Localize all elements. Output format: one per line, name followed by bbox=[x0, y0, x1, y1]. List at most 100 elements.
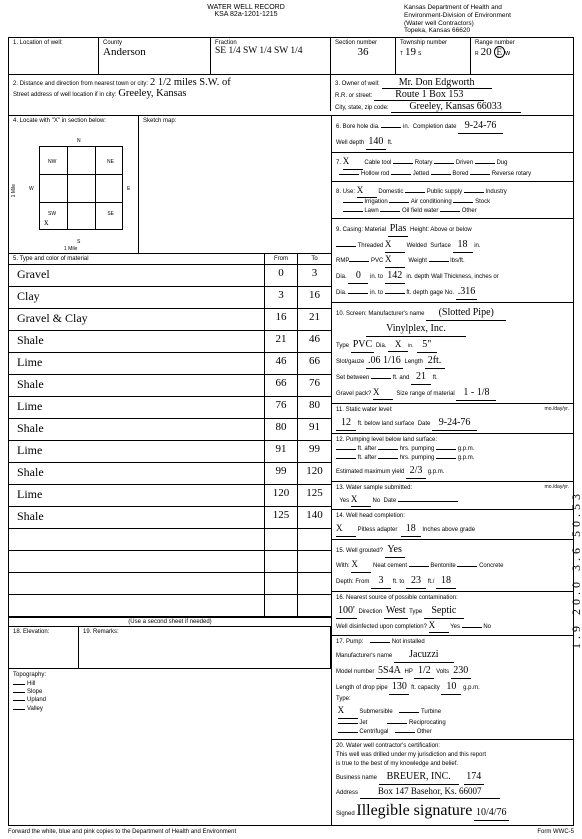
sketch-label: Sketch map: bbox=[139, 116, 331, 126]
sec7: 7. X Cable tool Rotary Driven Dug Hollow… bbox=[332, 153, 573, 182]
material-to: 21 bbox=[298, 309, 331, 330]
material-from: 16 bbox=[265, 309, 298, 330]
csz-value: Greeley, Kansas 66033 bbox=[391, 101, 521, 113]
sec4-label: 4. Locate with "X" in section below: bbox=[13, 118, 134, 124]
material-to bbox=[298, 573, 331, 594]
dept-line-3: Topeka, Kansas 66620 bbox=[404, 27, 574, 35]
sec8: 8. Use: X Domestic Public supply Industr… bbox=[332, 182, 573, 220]
fraction-value: SE 1/4 SW 1/4 SW 1/4 bbox=[215, 46, 326, 56]
material-to: 76 bbox=[298, 375, 331, 396]
material-row: Shale125140 bbox=[9, 507, 331, 529]
sec17: 17. Pump: Not installed Manufacturer's n… bbox=[332, 636, 573, 740]
material-row: Lime7680 bbox=[9, 397, 331, 419]
material-from: 3 bbox=[265, 287, 298, 308]
material-from bbox=[265, 573, 298, 594]
material-to: 3 bbox=[298, 265, 331, 286]
material-row: Lime9199 bbox=[9, 441, 331, 463]
sec6: 6. Bore hole dia. in. Completion date 9-… bbox=[332, 116, 573, 153]
material-from: 80 bbox=[265, 419, 298, 440]
form-grid: 1. Location of well: County Anderson Fra… bbox=[8, 37, 574, 826]
county-value: Anderson bbox=[103, 46, 206, 58]
material-name: Shale bbox=[9, 463, 265, 484]
material-name bbox=[9, 529, 265, 550]
margin-handwriting: 1.9 20.0 3.6 50.53 bbox=[569, 490, 582, 649]
topography: Topography: Hill Slope Upland Valley bbox=[9, 668, 331, 715]
material-from: 46 bbox=[265, 353, 298, 374]
material-from: 76 bbox=[265, 397, 298, 418]
owner-value: Mr. Don Edgworth bbox=[382, 77, 492, 89]
material-from bbox=[265, 529, 298, 550]
material-to bbox=[298, 595, 331, 616]
material-to: 140 bbox=[298, 507, 331, 528]
material-name: Shale bbox=[9, 419, 265, 440]
material-to: 91 bbox=[298, 419, 331, 440]
material-from: 0 bbox=[265, 265, 298, 286]
material-row bbox=[9, 551, 331, 573]
material-from: 120 bbox=[265, 485, 298, 506]
material-to bbox=[298, 551, 331, 572]
sec1-location: 1. Location of well: bbox=[9, 38, 99, 74]
material-name: Lime bbox=[9, 353, 265, 374]
material-name bbox=[9, 595, 265, 616]
material-name: Shale bbox=[9, 331, 265, 352]
dept-line-0: Kansas Department of Health and bbox=[404, 4, 574, 12]
material-row: Shale99120 bbox=[9, 463, 331, 485]
material-row: Lime4666 bbox=[9, 353, 331, 375]
material-to: 120 bbox=[298, 463, 331, 484]
material-row: Lime120125 bbox=[9, 485, 331, 507]
footer-note: Forward the white, blue and pink copies … bbox=[8, 829, 236, 835]
material-row bbox=[9, 529, 331, 551]
material-name bbox=[9, 573, 265, 594]
material-row: Gravel03 bbox=[9, 265, 331, 287]
sec20: 20. Water well contractor's certificatio… bbox=[332, 740, 573, 826]
form-title: WATER WELL RECORD bbox=[88, 4, 404, 11]
street-value: Greeley, Kansas bbox=[118, 88, 186, 99]
material-row bbox=[9, 573, 331, 595]
range-value: 20 bbox=[481, 46, 492, 58]
material-name: Shale bbox=[9, 507, 265, 528]
sec18-elevation: 18. Elevation: bbox=[9, 627, 79, 668]
dept-line-1: Environment-Division of Environment bbox=[404, 12, 574, 20]
material-from bbox=[265, 595, 298, 616]
material-from: 99 bbox=[265, 463, 298, 484]
material-name: Lime bbox=[9, 485, 265, 506]
material-row: Clay316 bbox=[9, 287, 331, 309]
signature: Illegible signature bbox=[356, 802, 472, 819]
material-to: 80 bbox=[298, 397, 331, 418]
material-name: Shale bbox=[9, 375, 265, 396]
material-row: Shale6676 bbox=[9, 375, 331, 397]
material-name: Lime bbox=[9, 397, 265, 418]
material-from: 66 bbox=[265, 375, 298, 396]
material-from: 125 bbox=[265, 507, 298, 528]
sec2-label: 2. Distance and direction from nearest t… bbox=[13, 81, 148, 87]
material-row: Gravel & Clay1621 bbox=[9, 309, 331, 331]
sec13: 13. Water sample submitted: mo./day/yr. … bbox=[332, 482, 573, 511]
material-name: Lime bbox=[9, 441, 265, 462]
material-to: 66 bbox=[298, 353, 331, 374]
material-row: Shale2146 bbox=[9, 331, 331, 353]
use-second-sheet: (Use a second sheet if needed) bbox=[9, 617, 331, 626]
material-from: 91 bbox=[265, 441, 298, 462]
sec11: 11. Static water level: mo./day/yr. 12 f… bbox=[332, 404, 573, 434]
sec12: 12. Pumping level below land surface: ft… bbox=[332, 434, 573, 482]
sec10: 10. Screen: Manufacturer's name (Slotted… bbox=[332, 303, 573, 404]
material-to: 46 bbox=[298, 331, 331, 352]
distance-value: 2 1/2 miles S.W. of bbox=[150, 77, 231, 88]
form-number: Form WWC-5 bbox=[537, 829, 574, 835]
section-grid: NW NE SW SE x bbox=[39, 146, 123, 230]
materials-header: 5. Type and color of material From To bbox=[9, 254, 331, 265]
header: WATER WELL RECORD KSA 82a-1201-1215 Kans… bbox=[8, 4, 574, 35]
material-name bbox=[9, 551, 265, 572]
material-to: 125 bbox=[298, 485, 331, 506]
material-row bbox=[9, 595, 331, 617]
material-name: Gravel & Clay bbox=[9, 309, 265, 330]
rr-value: Route 1 Box 153 bbox=[374, 89, 484, 101]
form-ksa: KSA 82a-1201-1215 bbox=[88, 11, 404, 18]
material-to bbox=[298, 529, 331, 550]
material-to: 99 bbox=[298, 441, 331, 462]
material-row: Shale8091 bbox=[9, 419, 331, 441]
sec9: 9. Casing: Material Plas Height: Above o… bbox=[332, 219, 573, 303]
material-to: 16 bbox=[298, 287, 331, 308]
material-from bbox=[265, 551, 298, 572]
material-name: Gravel bbox=[9, 265, 265, 286]
